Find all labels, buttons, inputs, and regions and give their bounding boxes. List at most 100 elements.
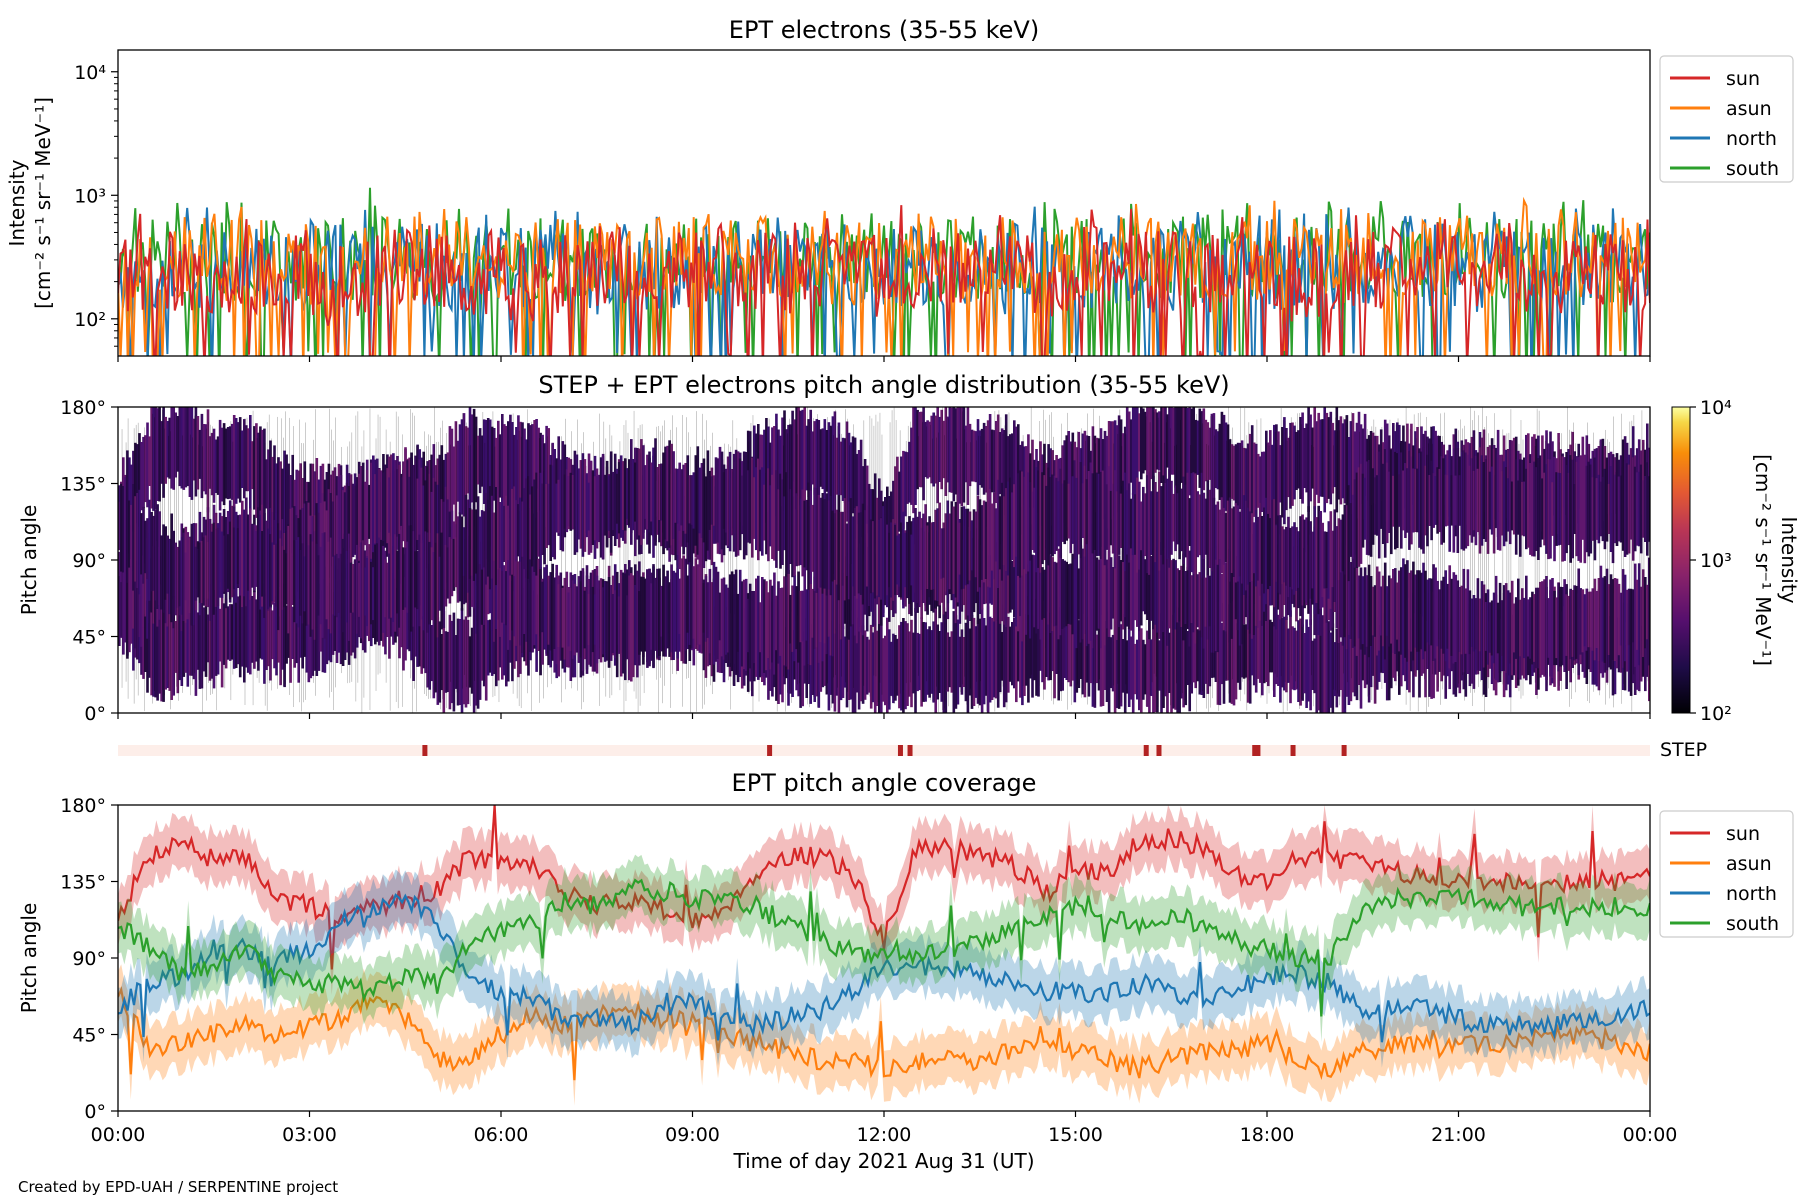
pad-cell <box>1178 407 1181 485</box>
pad-cell <box>654 577 657 651</box>
pad-cell <box>928 421 931 478</box>
pad-cell <box>1323 624 1327 713</box>
pad-cell <box>279 461 282 541</box>
pad-cell <box>1462 568 1466 673</box>
pad-cell <box>710 587 714 638</box>
pad-cell <box>1228 604 1232 703</box>
pad-cell <box>527 476 530 579</box>
pad-cell <box>307 545 311 625</box>
pad-cell <box>325 510 329 567</box>
pad-cell <box>563 474 567 529</box>
pad-cell <box>1079 545 1083 643</box>
pad-cell <box>962 637 966 687</box>
pad-cell <box>1063 560 1067 628</box>
pad-cell <box>777 489 780 551</box>
pad-cell <box>1498 582 1502 674</box>
pad-cell <box>565 469 569 533</box>
pad-cell <box>773 572 776 675</box>
pad-cell <box>779 588 782 656</box>
pad-cell <box>1472 470 1476 531</box>
pad-cell <box>1252 442 1256 517</box>
pad-cell <box>980 505 984 580</box>
pad-cell <box>386 562 389 612</box>
pad-cell <box>938 416 942 482</box>
pad-cell <box>1468 590 1472 655</box>
pad-cell <box>396 469 399 537</box>
pad-cell <box>1283 616 1286 691</box>
pad-cell <box>238 417 242 503</box>
pad-cell <box>1279 515 1282 595</box>
pad-cell <box>706 582 710 638</box>
pad-cell <box>1196 420 1200 475</box>
pad-cell <box>763 429 766 514</box>
pad-cell <box>1456 580 1460 658</box>
pad-cell <box>1387 593 1391 701</box>
pad-cell <box>954 408 958 495</box>
pad-cell <box>412 464 415 548</box>
pad-cell <box>710 476 714 525</box>
pad-cell <box>678 462 682 531</box>
pad-cell <box>1077 620 1081 688</box>
pad-cell <box>1160 541 1163 641</box>
pad-cell <box>1351 626 1355 693</box>
pad-cell <box>1500 471 1504 536</box>
pad-cell <box>513 486 516 577</box>
pad-cell <box>1234 568 1238 620</box>
pad-cell <box>547 575 551 645</box>
pad-cell <box>1095 557 1099 631</box>
pad-cell <box>1067 564 1071 624</box>
pad-cell <box>1591 477 1595 541</box>
pad-cell <box>783 410 786 511</box>
pad-cell <box>799 498 802 566</box>
step-strip <box>118 745 1650 756</box>
pad-cell <box>1331 530 1335 588</box>
pad-cell <box>1385 462 1389 544</box>
pad-cell <box>1029 482 1032 561</box>
pad-cell <box>1075 539 1079 649</box>
pad-cell <box>1470 598 1474 647</box>
pad-cell <box>1182 476 1185 565</box>
pad-cell <box>1623 574 1627 662</box>
pad-cell <box>1450 475 1454 526</box>
pad-cell <box>291 556 295 605</box>
pad-cell <box>1539 470 1542 548</box>
pad-cell <box>817 494 821 589</box>
pad-cell <box>978 618 982 706</box>
pad-cell <box>1321 419 1325 497</box>
pad-cell <box>942 607 946 713</box>
pad-cell <box>345 550 349 623</box>
pad-cell <box>307 574 311 683</box>
pad-cell <box>859 626 863 702</box>
pad-cell <box>1047 563 1050 625</box>
coverage-panel: EPT pitch angle coverage 0°45°90°135°180… <box>17 769 1794 1173</box>
pad-cell <box>1190 575 1194 623</box>
pad-cell <box>1289 527 1292 587</box>
pad-cell <box>325 551 329 620</box>
pad-cell <box>769 485 772 547</box>
pad-cell <box>621 579 625 674</box>
pad-cell <box>583 459 587 552</box>
pad-cell <box>224 598 228 669</box>
pad-cell <box>1152 548 1155 630</box>
pad-cell <box>1226 558 1230 634</box>
pad-cell <box>390 454 393 555</box>
pad-cell <box>984 625 988 696</box>
pad-cell <box>424 480 428 552</box>
pad-cell <box>559 459 563 551</box>
pad-cell <box>1238 442 1242 510</box>
pad-cell <box>974 511 978 578</box>
pad-cell <box>1144 644 1147 695</box>
pad-cell <box>744 456 748 556</box>
pad-cell <box>144 435 147 503</box>
pad-cell <box>573 450 577 555</box>
pad-cell <box>859 439 863 544</box>
pad-cell <box>1299 618 1302 706</box>
pad-cell <box>912 517 915 603</box>
pad-cell <box>1428 578 1431 645</box>
pad-cell <box>293 540 297 623</box>
pad-cell <box>966 610 970 713</box>
pad-cell <box>932 522 936 590</box>
pad-cell <box>563 577 567 660</box>
pad-cell <box>1051 474 1054 557</box>
pad-cell <box>444 486 448 589</box>
